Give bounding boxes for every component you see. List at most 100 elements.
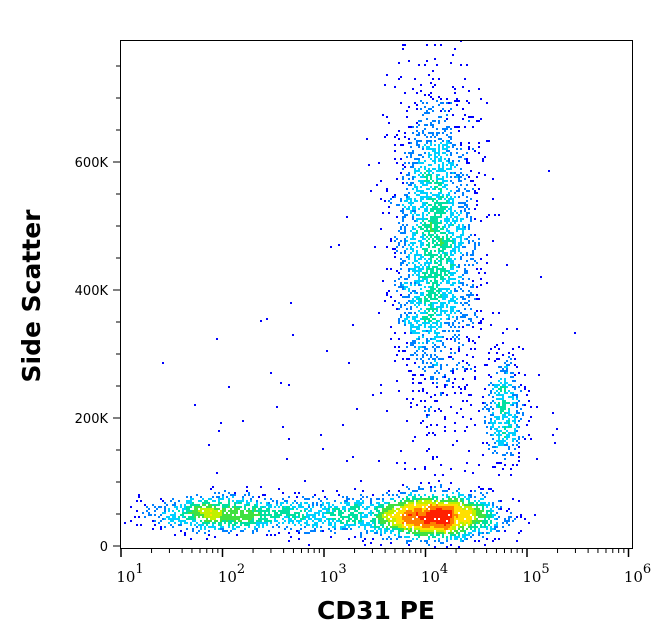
data-point — [426, 202, 428, 204]
data-point — [422, 518, 424, 520]
data-point — [434, 260, 436, 262]
data-point — [434, 434, 436, 436]
data-point — [310, 510, 312, 512]
data-point — [408, 126, 410, 128]
data-point — [186, 500, 188, 502]
data-point — [516, 398, 518, 400]
data-point — [420, 498, 422, 500]
data-point — [500, 382, 502, 384]
data-point — [454, 520, 456, 522]
data-point — [454, 100, 456, 102]
data-point — [454, 498, 456, 500]
data-point — [506, 368, 508, 370]
data-point — [458, 202, 460, 204]
data-point — [148, 512, 150, 514]
data-point — [476, 204, 478, 206]
data-point — [416, 232, 418, 234]
data-point — [412, 502, 414, 504]
data-point — [488, 448, 490, 450]
data-point — [482, 536, 484, 538]
data-point — [418, 342, 420, 344]
data-point — [446, 338, 448, 340]
data-point — [432, 290, 434, 292]
data-point — [350, 524, 352, 526]
data-point — [242, 496, 244, 498]
data-point — [406, 520, 408, 522]
data-point — [474, 424, 476, 426]
data-point — [402, 484, 404, 486]
data-point — [496, 512, 498, 514]
data-point — [426, 300, 428, 302]
data-point — [452, 336, 454, 338]
data-point — [472, 326, 474, 328]
data-point — [324, 516, 326, 518]
data-point — [480, 532, 482, 534]
data-point — [274, 518, 276, 520]
data-point — [462, 540, 464, 542]
data-point — [454, 250, 456, 252]
data-point — [470, 294, 472, 296]
data-point — [162, 518, 164, 520]
data-point — [454, 320, 456, 322]
data-point — [340, 512, 342, 514]
data-point — [274, 516, 276, 518]
data-point — [402, 286, 404, 288]
data-point — [518, 446, 520, 448]
data-point — [470, 496, 472, 498]
data-point — [188, 508, 190, 510]
data-point — [426, 224, 428, 226]
data-point — [440, 506, 442, 508]
data-point — [412, 214, 414, 216]
data-point — [426, 338, 428, 340]
data-point — [482, 506, 484, 508]
data-point — [428, 94, 430, 96]
data-point — [344, 508, 346, 510]
data-point — [492, 424, 494, 426]
data-point — [268, 514, 270, 516]
data-point — [436, 382, 438, 384]
data-point — [450, 500, 452, 502]
data-point — [502, 406, 504, 408]
data-point — [448, 260, 450, 262]
data-point — [362, 512, 364, 514]
data-point — [480, 524, 482, 526]
data-point — [190, 538, 192, 540]
data-point — [446, 148, 448, 150]
data-point — [428, 258, 430, 260]
data-point — [474, 242, 476, 244]
data-point — [212, 500, 214, 502]
data-point — [472, 284, 474, 286]
data-point — [414, 200, 416, 202]
data-point — [472, 322, 474, 324]
data-point — [424, 262, 426, 264]
data-point — [416, 282, 418, 284]
data-point — [436, 186, 438, 188]
data-point — [434, 168, 436, 170]
data-point — [430, 526, 432, 528]
data-point — [458, 346, 460, 348]
data-point — [418, 218, 420, 220]
data-point — [400, 500, 402, 502]
data-point — [234, 492, 236, 494]
data-point — [388, 536, 390, 538]
data-point — [428, 448, 430, 450]
data-point — [186, 496, 188, 498]
data-point — [448, 194, 450, 196]
data-point — [236, 508, 238, 510]
data-point — [404, 228, 406, 230]
data-point — [426, 188, 428, 190]
data-point — [466, 64, 468, 66]
data-point — [436, 258, 438, 260]
data-point — [344, 526, 346, 528]
data-point — [408, 320, 410, 322]
data-point — [436, 496, 438, 498]
data-point — [448, 102, 450, 104]
data-point — [444, 152, 446, 154]
data-point — [224, 516, 226, 518]
data-point — [292, 508, 294, 510]
data-point — [356, 506, 358, 508]
data-point — [406, 342, 408, 344]
data-point — [348, 362, 350, 364]
data-point — [468, 318, 470, 320]
data-point — [448, 300, 450, 302]
